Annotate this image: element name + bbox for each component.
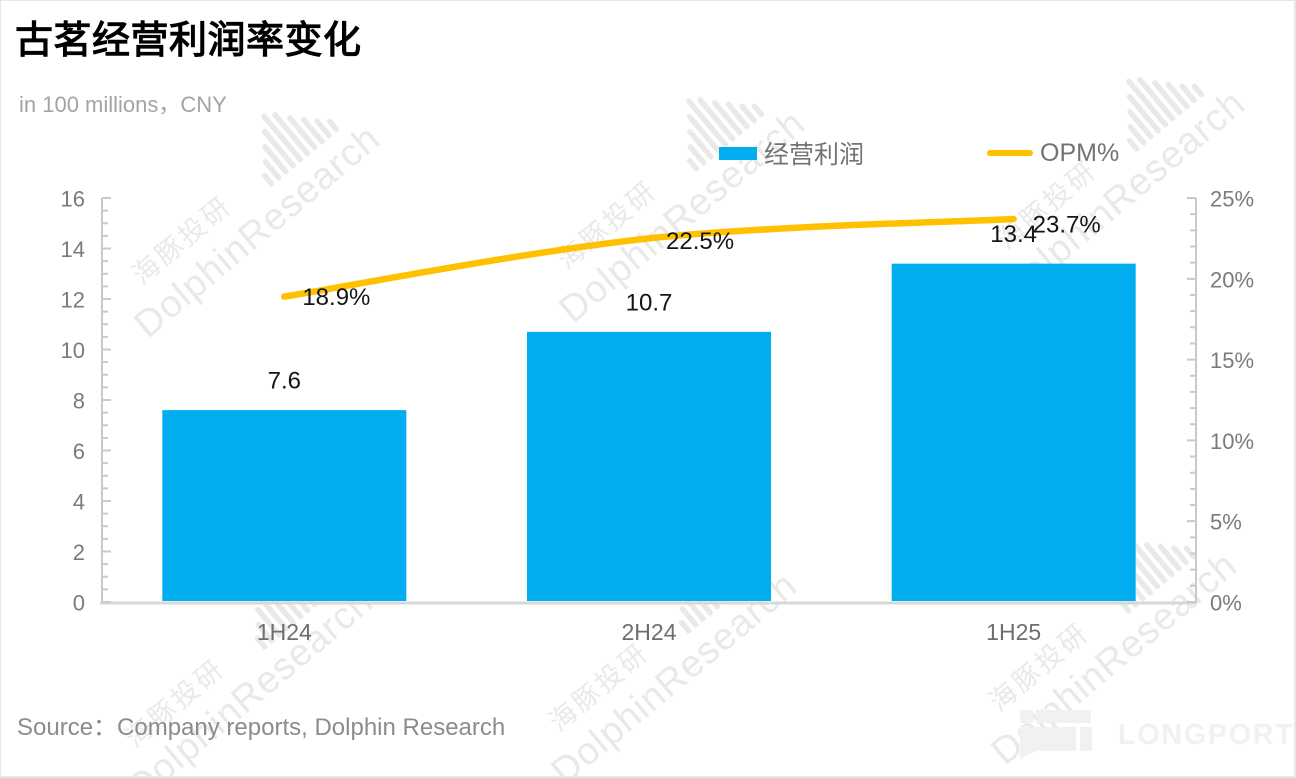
y-right-tick-label: 10% [1210, 429, 1254, 454]
y-right-tick-label: 20% [1210, 267, 1254, 292]
x-category-label-1H24: 1H24 [257, 619, 312, 645]
longport-logo-icon [1020, 710, 1092, 759]
y-left-tick-label: 4 [73, 490, 85, 515]
chart-legend: 经营利润 OPM% [1, 137, 1294, 169]
y-right-tick-label: 5% [1210, 510, 1242, 535]
y-left-tick-label: 2 [73, 540, 85, 565]
bar-value-label-1H24: 7.6 [268, 368, 301, 395]
legend-bar-label: 经营利润 [764, 141, 865, 169]
legend-item-operating-profit: 经营利润 [719, 137, 864, 169]
y-left-tick-label: 8 [73, 389, 85, 414]
opm-line [281, 215, 1017, 300]
legend-item-opm: OPM% [987, 137, 1119, 169]
x-category-label-1H25: 1H25 [986, 619, 1041, 645]
bar-2H24 [527, 331, 771, 601]
bar-1H24 [162, 410, 407, 601]
y-right-tick-label: 0% [1210, 591, 1242, 616]
legend-opm-label: OPM% [1040, 138, 1120, 167]
longport-brand: LONGPORT [1020, 710, 1294, 760]
y-right-tick-label: 15% [1210, 348, 1254, 373]
x-category-label-2H24: 2H24 [622, 619, 677, 645]
y-left-tick-label: 14 [61, 237, 85, 262]
y-left-tick-label: 10 [61, 338, 85, 363]
longport-logo-text: LONGPORT [1118, 718, 1295, 751]
y-left-tick-label: 12 [61, 288, 85, 313]
bar-1H25 [891, 263, 1136, 601]
bar-value-label-2H24: 10.7 [626, 289, 673, 316]
source-note: Source：Company reports, Dolphin Research [17, 714, 506, 741]
legend-line-swatch-icon [987, 150, 1033, 156]
opm-point-label-1H25: 23.7% [1033, 212, 1101, 239]
legend-bar-swatch-icon [719, 146, 757, 160]
y-left-tick-label: 16 [61, 187, 85, 212]
y-right-tick-label: 25% [1210, 187, 1254, 212]
opm-point-label-1H24: 18.9% [302, 284, 370, 311]
opm-point-label-2H24: 22.5% [666, 228, 734, 255]
chart-title: 古茗经营利润率变化 [15, 20, 362, 62]
y-left-tick-label: 6 [73, 439, 85, 464]
y-left-tick-label: 0 [73, 591, 85, 616]
bar-value-label-1H25: 13.4 [990, 221, 1037, 248]
chart-subtitle: in 100 millions，CNY [19, 92, 227, 117]
